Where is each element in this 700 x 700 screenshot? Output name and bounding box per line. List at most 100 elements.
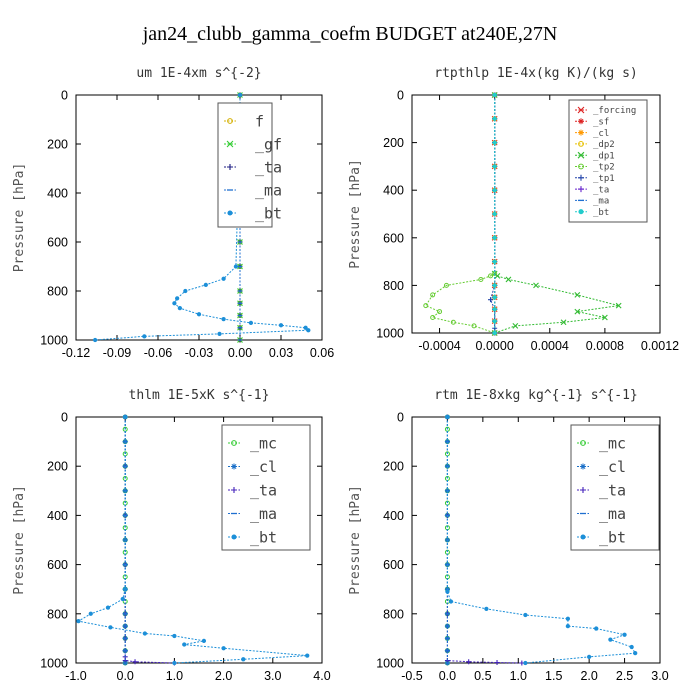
data-point	[523, 612, 528, 618]
data-point	[183, 288, 188, 294]
legend-label: _bt	[593, 208, 609, 218]
figure-title: jan24_clubb_gamma_coefm BUDGET at240E,27…	[142, 23, 558, 45]
data-point	[633, 651, 638, 656]
y-axis-label: Pressure [hPa]	[12, 485, 27, 595]
data-point	[492, 295, 497, 300]
y-axis-label: Pressure [hPa]	[348, 485, 363, 595]
data-point	[492, 211, 497, 217]
data-point	[523, 660, 528, 666]
x-tick-label: 2.5	[616, 669, 633, 683]
legend-label: _mc	[599, 434, 626, 452]
data-point	[492, 116, 497, 121]
x-tick-label: 0.0	[117, 669, 134, 683]
data-point	[594, 626, 599, 631]
legend-marker	[578, 141, 584, 147]
legend-marker	[580, 440, 586, 446]
data-point	[241, 657, 246, 662]
data-point	[76, 619, 81, 624]
data-point	[305, 653, 310, 658]
data-point	[471, 323, 477, 329]
data-point	[492, 259, 497, 264]
data-point	[488, 273, 494, 279]
data-point	[142, 631, 148, 636]
data-point	[484, 606, 489, 612]
legend-label: _sf	[593, 117, 609, 127]
data-point	[430, 292, 436, 298]
y-tick-label: 0	[61, 89, 68, 103]
legend-marker	[578, 129, 584, 136]
legend: f _gf _ta _ma _bt	[217, 102, 282, 228]
data-point	[492, 330, 497, 336]
data-point	[466, 659, 472, 665]
data-point	[217, 331, 222, 336]
legend-marker	[580, 463, 586, 470]
panels: um 1E-4xm s^{-2} Pressure [hPa] -0.12 -0.09…	[12, 66, 679, 683]
y-tick-label: 800	[47, 285, 68, 299]
legend-marker	[231, 487, 237, 493]
series-line	[446, 417, 522, 664]
x-tick-label: -0.12	[62, 346, 91, 360]
y-tick-label: 800	[383, 607, 404, 621]
legend-label: _ta	[250, 481, 277, 499]
data-point	[437, 309, 443, 315]
legend-marker	[580, 487, 586, 493]
data-point	[448, 599, 454, 604]
data-point	[492, 140, 497, 145]
x-tick-label: 2.0	[215, 669, 232, 683]
series-dp1	[491, 92, 622, 336]
data-point	[574, 308, 581, 315]
legend-label: _ta	[255, 158, 282, 176]
series-line	[425, 95, 496, 334]
data-point	[622, 632, 627, 637]
legend-marker	[578, 174, 584, 181]
data-point	[175, 296, 180, 301]
data-point	[533, 282, 539, 289]
y-tick-label: 800	[47, 607, 68, 621]
data-point	[492, 307, 497, 312]
data-point	[88, 611, 93, 616]
data-point	[494, 272, 501, 279]
legend-box	[221, 424, 311, 551]
legend-marker	[578, 186, 584, 193]
plot-frame	[411, 94, 661, 334]
data-point	[492, 235, 497, 240]
y-tick-label: 200	[383, 136, 404, 150]
panel-title: rtpthlp 1E-4x(kg K)/(kg s)	[434, 66, 638, 81]
legend-label: _dp2	[593, 140, 615, 150]
legend-marker	[578, 163, 584, 170]
legend-label: _tp2	[593, 163, 615, 173]
y-tick-label: 1000	[376, 657, 404, 671]
data-point	[565, 616, 571, 621]
x-tick-label: -0.5	[401, 669, 423, 683]
x-tick-label: 0.0000	[476, 339, 514, 353]
data-point	[494, 660, 500, 666]
data-point	[423, 303, 429, 309]
legend: _forcing_sf _cl_dp2_dp1 _tp2_tp1_ta _ma_bt	[568, 99, 648, 223]
data-point	[248, 320, 254, 325]
panel-title: um 1E-4xm s^{-2}	[136, 66, 261, 81]
data-point	[587, 654, 592, 659]
data-point	[602, 314, 608, 321]
x-tick-label: 1.0	[510, 669, 527, 683]
series-line	[124, 417, 175, 664]
legend-label: _ma	[599, 505, 626, 523]
data-point	[303, 325, 308, 330]
x-tick-label: 0.0004	[531, 339, 569, 353]
y-tick-label: 0	[397, 411, 404, 425]
data-point	[233, 264, 239, 269]
legend-marker	[231, 463, 237, 470]
data-point	[237, 92, 243, 98]
legend-label: _dp1	[593, 151, 615, 161]
legend-label: _gf	[255, 135, 282, 153]
y-tick-label: 600	[47, 558, 68, 572]
legend-label: _ma	[255, 181, 282, 199]
data-point	[123, 587, 128, 592]
series-tp2	[423, 92, 498, 336]
y-tick-label: 0	[397, 89, 404, 103]
legend: _mc _cl _ta _ma _bt	[570, 424, 660, 551]
data-point	[492, 283, 497, 288]
chart-panel-1: um 1E-4xm s^{-2} Pressure [hPa] -0.12 -0.09…	[12, 66, 334, 360]
panel-title: thlm 1E-5xK s^{-1}	[129, 388, 270, 403]
x-tick-label: 0.03	[269, 346, 293, 360]
legend-label: _ma	[593, 197, 609, 207]
